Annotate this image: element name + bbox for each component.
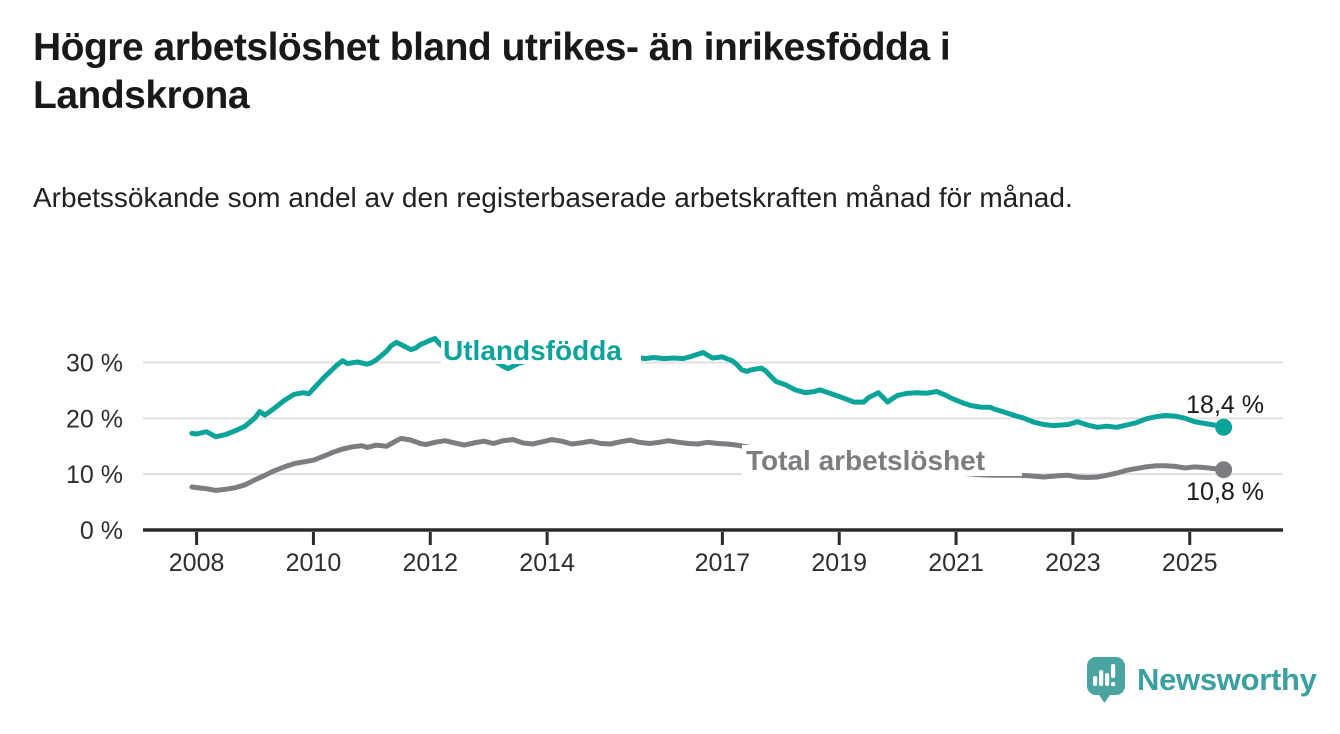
- y-tick-label: 0 %: [80, 517, 123, 545]
- series-end-dot: [1215, 461, 1233, 479]
- x-tick-label: 2017: [695, 549, 751, 577]
- x-tick-label: 2025: [1162, 549, 1218, 577]
- y-tick-label: 20 %: [66, 405, 123, 433]
- series-end-dot: [1215, 418, 1233, 436]
- newsworthy-branding: Newsworthy: [1086, 654, 1317, 706]
- x-tick-label: 2021: [928, 549, 984, 577]
- newsworthy-logo-text: Newsworthy: [1137, 662, 1317, 697]
- series-label: Utlandsfödda: [443, 335, 622, 366]
- unemployment-line-chart: 2008 2010 2012 2014 2017 2019 2021 2023 2025 0 % 1…: [66, 333, 1283, 577]
- series-label: Total arbetslöshet: [746, 445, 985, 476]
- x-tick-label: 2014: [519, 549, 575, 577]
- x-tick-label: 2023: [1045, 549, 1101, 577]
- series-label-backing: [441, 336, 641, 364]
- page-title: Högre arbetslöshet bland utrikes- än inr…: [33, 26, 951, 117]
- page-subtitle: Arbetssökande som andel av den registerb…: [33, 182, 1073, 213]
- y-tick-label: 30 %: [66, 350, 123, 378]
- series-end-value-label: 10,8 %: [1186, 478, 1264, 506]
- series-line-total: [189, 435, 1227, 493]
- bar-chart-glyph: [1093, 664, 1116, 687]
- y-tick-label: 10 %: [66, 461, 123, 489]
- series-label-backing: [742, 445, 1022, 476]
- x-tick-label: 2019: [811, 549, 867, 577]
- newsworthy-logo-icon: [1087, 657, 1125, 703]
- x-tick-label: 2010: [286, 549, 342, 577]
- x-tick-label: 2008: [169, 549, 225, 577]
- series-end-value-label: 18,4 %: [1186, 391, 1264, 419]
- series-line-utlandsfodda: [189, 336, 1227, 440]
- x-tick-label: 2012: [402, 549, 458, 577]
